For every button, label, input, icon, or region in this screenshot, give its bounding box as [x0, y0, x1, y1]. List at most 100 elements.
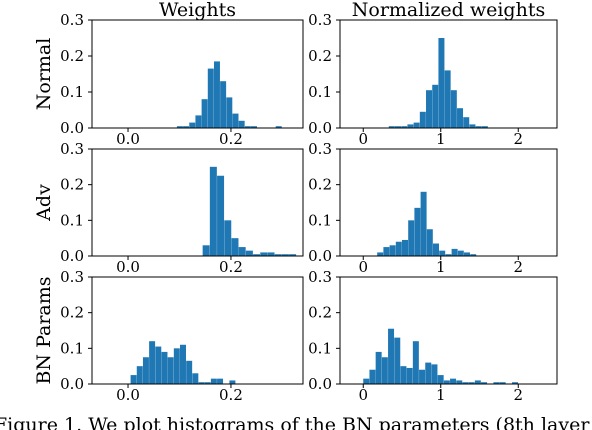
panel-normal-normalized-weights: 0.0 0.1 0.2 0.3 0 1 2 [308, 11, 558, 148]
histogram-bar [413, 122, 420, 128]
x-tick-label: 0 [358, 130, 368, 148]
histogram-bar [450, 90, 457, 128]
axes-frame [91, 276, 304, 385]
y-tick-label: 0.2 [60, 304, 84, 322]
histogram-bar [431, 364, 438, 384]
x-tick-label: 0.0 [116, 258, 140, 276]
histogram-bar [232, 113, 239, 128]
x-tick-label: 0.2 [219, 130, 243, 148]
x-tick-label: 0.0 [116, 130, 140, 148]
histogram-bar [457, 250, 464, 256]
histogram-bar [450, 378, 457, 384]
y-tick-label: 0.2 [308, 176, 332, 194]
histogram-bar [267, 252, 275, 256]
histogram-bar [375, 351, 382, 384]
histogram-bar [238, 120, 245, 128]
histogram-bar [176, 126, 183, 128]
x-tick-label: 0.0 [116, 386, 140, 404]
histogram-bar [468, 382, 475, 384]
histogram-bar [420, 191, 427, 256]
histogram-bar [394, 337, 401, 384]
histogram-bar [463, 117, 470, 128]
histogram-bar [226, 97, 233, 128]
histogram-bar [183, 126, 190, 128]
histogram-bar [142, 357, 149, 384]
y-tick-label: 0.3 [60, 11, 84, 29]
histogram-bar [425, 362, 432, 384]
histogram-bar [220, 81, 227, 128]
histogram-bar [231, 238, 239, 256]
histogram-bar [201, 99, 208, 128]
histogram-bar [475, 126, 482, 128]
histogram-bar [474, 380, 481, 384]
panel-adv-normalized-weights: 0.0 0.1 0.2 0.3 0 1 2 [308, 140, 558, 276]
histogram-bar [189, 122, 196, 128]
y-tick-label: 0.0 [60, 119, 84, 137]
histogram-bar [204, 382, 211, 384]
histogram-bar [281, 254, 289, 256]
histogram-bar [198, 382, 205, 384]
histogram-bar [499, 382, 506, 384]
histogram-bar [414, 207, 421, 256]
histogram-bar [407, 124, 414, 128]
histogram-bar [445, 254, 452, 256]
x-tick-label: 2 [513, 258, 523, 276]
histogram-bar [462, 382, 469, 384]
x-tick-label: 1 [436, 258, 446, 276]
panel-adv-weights: 0.0 0.1 0.2 0.3 0.0 0.2 [60, 140, 304, 276]
histogram-bar [444, 70, 451, 128]
histogram-bar [433, 243, 439, 256]
histogram-bar [457, 108, 464, 128]
y-tick-label: 0.2 [60, 176, 84, 194]
histogram-bar [402, 239, 408, 256]
x-tick-label: 2 [513, 386, 523, 404]
histogram-bar [180, 344, 186, 384]
row-label-adv: Adv [33, 184, 55, 222]
histogram-bar [217, 175, 225, 256]
y-tick-label: 0.0 [308, 375, 332, 393]
histogram-bar [245, 250, 253, 256]
histogram-bar [363, 378, 370, 384]
histogram-bar [401, 126, 408, 128]
histogram-bar [395, 241, 402, 256]
histogram-bar [251, 126, 257, 128]
histogram-bar [381, 357, 388, 384]
column-title-normalized-weights: Normalized weights [352, 0, 545, 21]
y-tick-label: 0.0 [60, 247, 84, 265]
histogram-bar [229, 380, 236, 384]
histogram-bar [481, 126, 488, 128]
histogram-bar [512, 382, 519, 384]
histogram-bar [224, 220, 232, 256]
histogram-bar [481, 382, 488, 384]
axes-frame [339, 148, 558, 257]
histogram-bar [470, 254, 477, 256]
y-tick-label: 0.1 [60, 211, 84, 229]
histogram-bar [493, 382, 500, 384]
histogram-bar [439, 250, 446, 256]
histogram-bar [469, 124, 476, 128]
y-tick-label: 0.2 [308, 304, 332, 322]
y-tick-label: 0.3 [308, 11, 332, 29]
panel-bn-params-normalized-weights: 0.0 0.1 0.2 0.3 0 1 2 [308, 268, 558, 404]
row-label-normal: Normal [33, 38, 55, 111]
y-tick-label: 0.3 [60, 140, 84, 158]
histogram-bar [437, 375, 444, 384]
histogram-bar [412, 341, 419, 384]
y-tick-label: 0.1 [308, 211, 332, 229]
y-tick-label: 0.0 [60, 375, 84, 393]
histogram-bar [289, 254, 297, 256]
histogram-bar [186, 360, 193, 384]
y-tick-label: 0.1 [60, 83, 84, 101]
histogram-bar [400, 366, 407, 384]
histogram-bar [388, 328, 395, 384]
histogram-bar [167, 357, 174, 384]
histogram-bar [377, 252, 384, 256]
histogram-bar [432, 84, 439, 128]
histogram-bar [192, 373, 199, 384]
histogram-bar [130, 375, 137, 384]
histogram-bar [173, 348, 180, 384]
axes-frame [91, 19, 304, 129]
x-tick-label: 0.2 [219, 386, 243, 404]
histogram-bar [443, 380, 450, 384]
histogram-bar [438, 38, 445, 128]
